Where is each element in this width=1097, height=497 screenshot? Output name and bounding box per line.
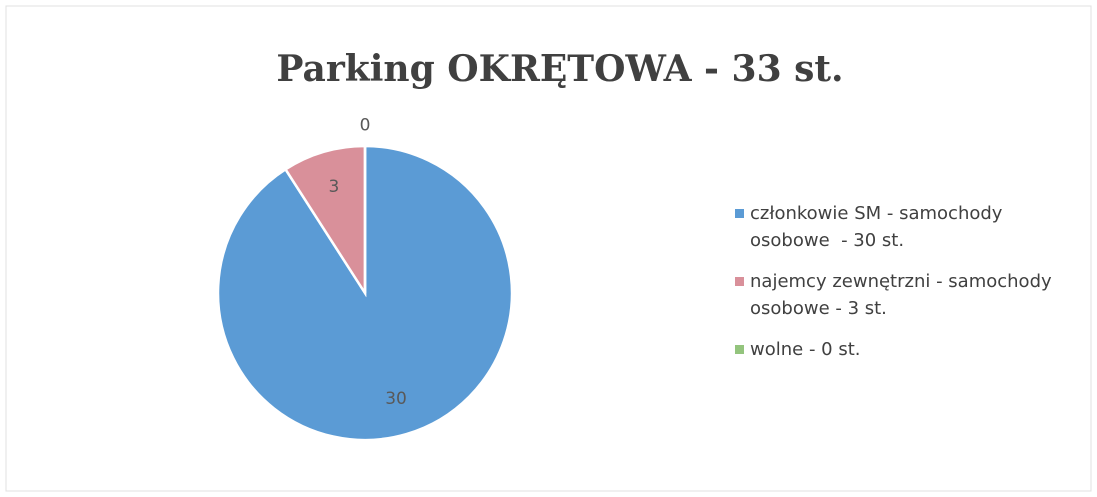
data-label: 30: [385, 389, 407, 409]
data-label: 3: [329, 177, 340, 197]
chart-area: [5, 5, 1092, 492]
pie-slice: [283, 144, 367, 298]
legend-item: najemcy zewnętrzni - samochody osobowe -…: [735, 268, 1085, 322]
chart-title: Parking OKRĘTOWA - 33 st.: [276, 48, 843, 90]
legend-item: wolne - 0 st.: [735, 336, 1085, 363]
legend-item: członkowie SM - samochody osobowe - 30 s…: [735, 200, 1085, 254]
legend-swatch: [735, 277, 744, 286]
legend-swatch: [735, 345, 744, 354]
legend-swatch: [735, 209, 744, 218]
legend-label: wolne - 0 st.: [750, 339, 861, 360]
data-label: 0: [360, 115, 371, 135]
legend-label: najemcy zewnętrzni - samochody osobowe -…: [750, 271, 1058, 319]
legend: członkowie SM - samochody osobowe - 30 s…: [735, 200, 1085, 377]
legend-label: członkowie SM - samochody osobowe - 30 s…: [750, 203, 1009, 251]
